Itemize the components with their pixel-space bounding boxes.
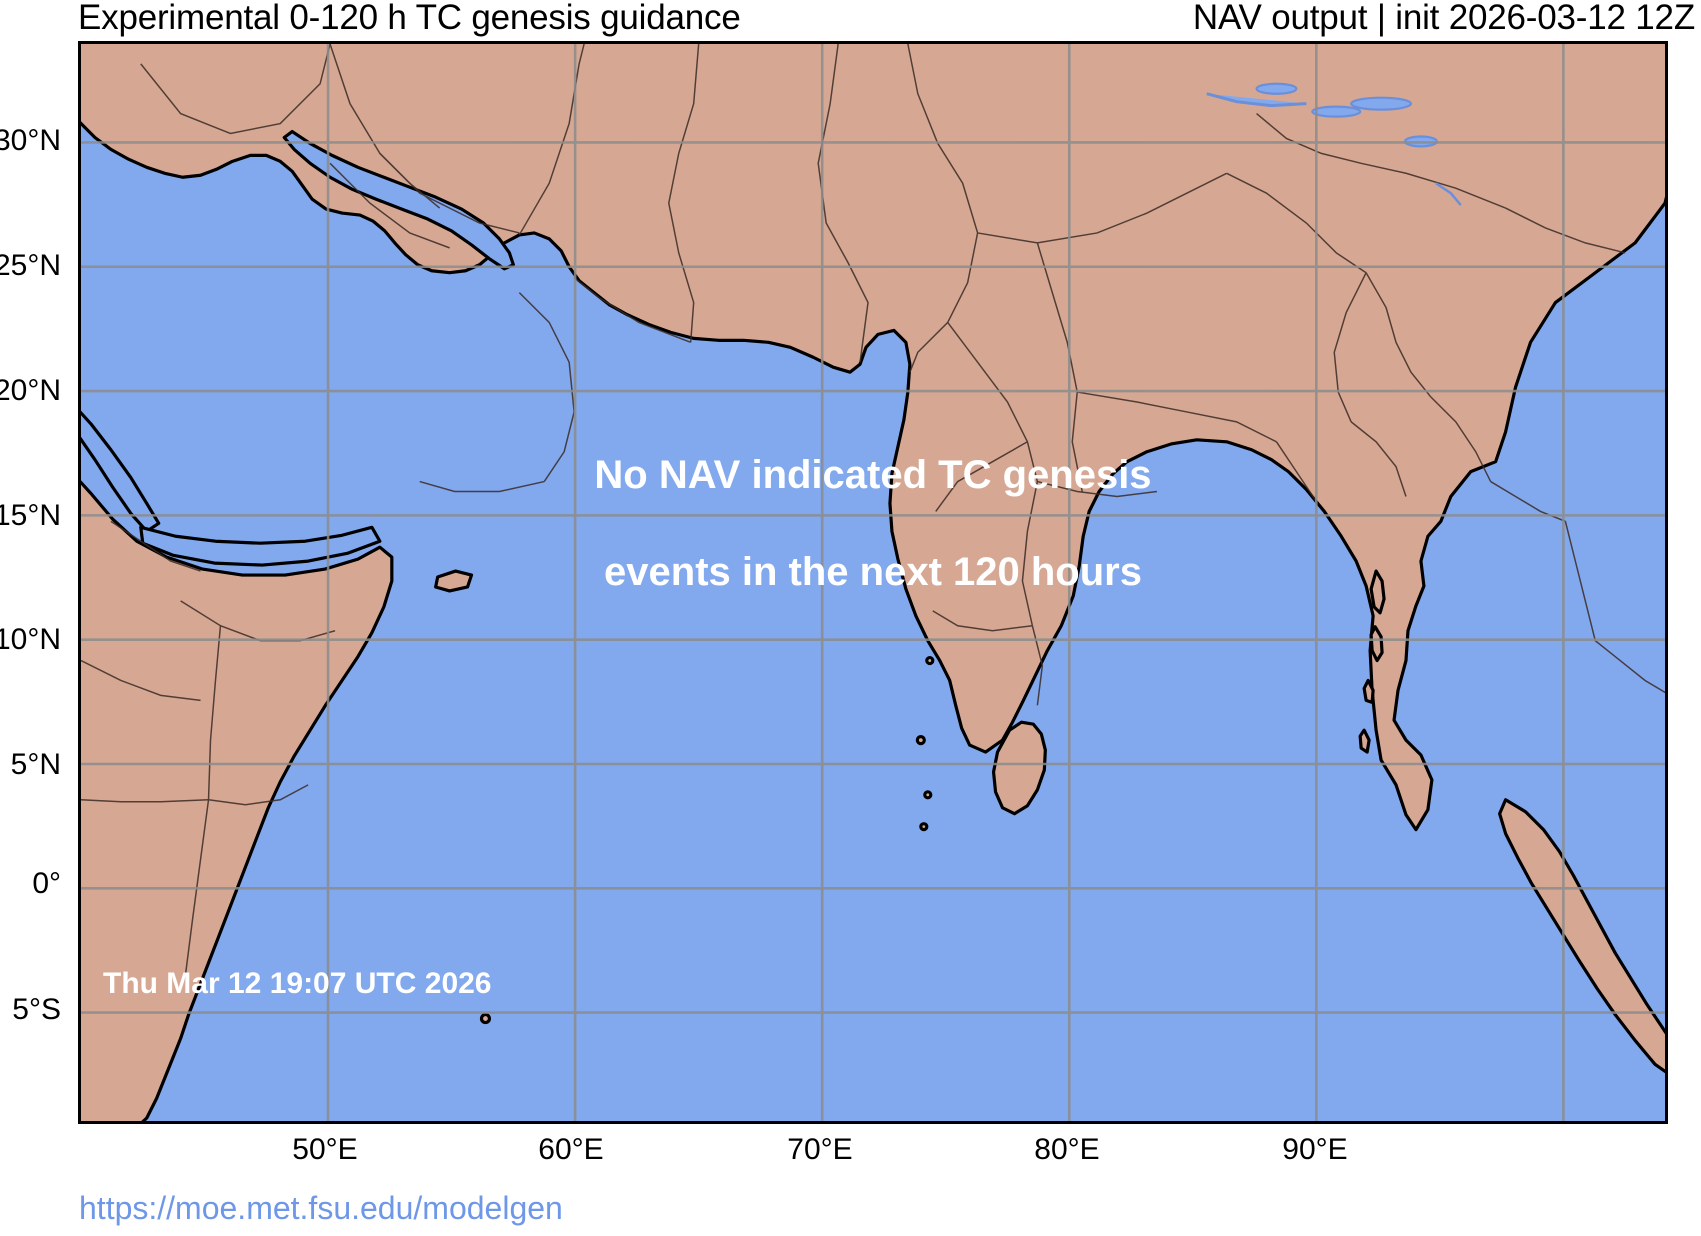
gulf-of-aden [139,525,382,567]
ytick-0: 0° [32,867,61,900]
island-speck [925,655,935,666]
xtick-50e: 50°E [292,1133,358,1166]
page-title: Experimental 0-120 h TC genesis guidance [78,0,741,37]
ytick-10n: 10°N [0,623,61,656]
persian-gulf [282,129,515,271]
graticule [81,44,1665,1121]
andaman-islands [1369,569,1386,615]
sumatra [1498,798,1665,1074]
ytick-5s: 5°S [12,993,61,1026]
nicobar-islands [1362,678,1375,704]
island-speck [915,735,926,746]
nicobar-islands-2 [1358,728,1371,754]
ytick-15n: 15°N [0,499,61,532]
ytick-20n: 20°N [0,374,61,407]
xtick-80e: 80°E [1034,1133,1100,1166]
xtick-60e: 60°E [538,1133,604,1166]
map-canvas [81,44,1665,1121]
socotra-island [434,569,474,593]
ytick-25n: 25°N [0,249,61,282]
andaman-islands-2 [1369,625,1384,663]
island-speck [479,1013,492,1025]
header-bar: Experimental 0-120 h TC genesis guidance… [0,0,1701,42]
model-init-label: NAV output | init 2026-03-12 12Z [1192,0,1695,37]
island-speck [919,822,929,832]
island-speck [923,790,933,800]
landmasses [81,44,1665,1121]
sri-lanka [991,720,1047,816]
ytick-5n: 5°N [10,748,61,781]
timestamp-label: Thu Mar 12 19:07 UTC 2026 [103,967,492,1000]
water-features [1206,82,1462,206]
map-panel[interactable] [78,41,1668,1124]
xtick-70e: 70°E [787,1133,853,1166]
africa-horn [81,480,394,1121]
xtick-90e: 90°E [1282,1133,1348,1166]
source-url-link[interactable]: https://moe.met.fsu.edu/modelgen [79,1190,563,1226]
ytick-30n: 30°N [0,124,61,157]
